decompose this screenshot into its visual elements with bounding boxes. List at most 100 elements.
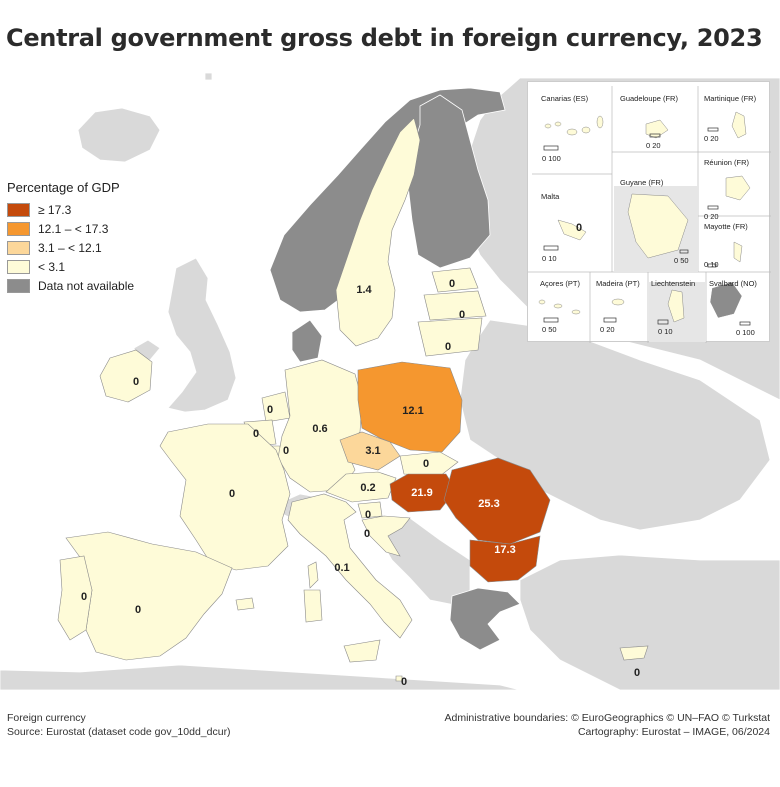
inset-malta-label: Malta [541,192,560,201]
value-germany: 0.6 [312,423,327,435]
footer-cartography: Cartography: Eurostat – IMAGE, 06/2024 [577,726,770,738]
value-italy: 0.1 [334,562,349,574]
footer-source: Source: Eurostat (dataset code gov_10dd_… [7,726,231,738]
legend-label: < 3.1 [38,259,66,274]
sardinia [303,589,323,623]
north-africa [0,664,521,690]
portugal [57,555,93,641]
value-belgium: 0 [253,428,259,440]
value-cyprus: 0 [634,667,640,679]
inset-liechtenstein-scale: 0 10 [658,327,673,336]
inset-guadeloupe-scale: 0 20 [646,141,661,150]
balearics [235,597,255,611]
mayotte-shape [733,241,743,263]
footer-left: Foreign currency Source: Eurostat (datas… [7,711,231,739]
map-title: Central government gross debt in foreign… [6,24,763,52]
inset-reunion-label: Réunion (FR) [704,158,750,167]
footer-note: Foreign currency [7,712,86,724]
inset-acores-label: Açores (PT) [540,279,581,288]
value-luxembourg: 0 [283,445,289,457]
value-poland: 12.1 [402,405,423,417]
romania [443,457,551,545]
value-latvia: 0 [459,309,465,321]
madeira-shape [611,298,625,306]
martinique-shape [731,111,747,139]
corsica [307,561,319,589]
sweden [335,117,421,347]
inset-reunion-scale: 0 20 [704,212,719,221]
legend-item-mid-low: 3.1 – < 12.1 [7,238,134,257]
value-austria: 0.2 [360,482,375,494]
canarias-islands [544,115,604,136]
inset-malta-scale: 0 10 [542,254,557,263]
legend-item-mid-high: 12.1 – < 17.3 [7,219,134,238]
insets-panel: Canarias (ES) 0 100 Guadeloupe (FR) 0 20… [527,81,771,343]
value-slovenia: 0 [365,509,371,521]
denmark [291,319,323,363]
value-portugal: 0 [81,591,87,603]
inset-svalbard-label: Svalbard (NO) [709,279,757,288]
footer-right: Administrative boundaries: © EuroGeograp… [444,711,770,739]
legend-swatch [7,202,30,217]
value-estonia: 0 [449,278,455,290]
malta-shape [557,219,587,241]
value-netherlands: 0 [267,404,273,416]
faroe [204,72,213,81]
turkey [519,554,780,690]
value-ireland: 0 [133,376,139,388]
legend-swatch [7,259,30,274]
austria [325,471,397,503]
legend-label: Data not available [38,278,135,293]
svalbard-shape [709,281,743,319]
inset-canarias-scale: 0 100 [542,154,561,163]
inset-svalbard-scale: 0 100 [736,328,755,337]
legend-label: ≥ 17.3 [38,202,72,217]
value-bulgaria: 17.3 [494,544,515,556]
legend-swatch [7,278,30,293]
inset-guyane-scale: 0 50 [674,256,689,265]
lithuania [417,317,483,357]
malta-main [395,675,403,682]
italy [287,493,413,639]
legend-item-low: < 3.1 [7,257,134,276]
acores-islands [538,299,581,315]
reunion-shape [725,175,751,201]
legend-label: 3.1 – < 12.1 [38,240,102,255]
value-croatia: 0 [364,528,370,540]
legend-swatch [7,221,30,236]
guyane-shape [627,193,689,259]
inset-madeira-scale: 0 20 [600,325,615,334]
value-malta: 0 [401,676,407,688]
legend-swatch [7,240,30,255]
inset-canarias-label: Canarias (ES) [541,94,589,103]
inset-guyane-label: Guyane (FR) [620,178,664,187]
inset-mayotte-label: Mayotte (FR) [704,222,748,231]
ireland [99,349,153,403]
value-sweden: 1.4 [356,284,372,296]
value-lithuania: 0 [445,341,451,353]
latvia [423,290,487,321]
value-france: 0 [229,488,235,500]
value-hungary: 21.9 [411,487,432,499]
inset-liechtenstein-label: Liechtenstein [651,279,696,288]
greece [449,587,521,651]
value-czechia: 3.1 [365,445,380,457]
poland [357,361,463,453]
inset-malta-value: 0 [576,222,583,234]
value-spain: 0 [135,604,141,616]
slovakia [399,451,459,477]
footer-boundaries: Administrative boundaries: © EuroGeograp… [444,712,770,724]
inset-guadeloupe-label: Guadeloupe (FR) [620,94,678,103]
inset-acores-scale: 0 50 [542,325,557,334]
croatia [361,515,411,557]
cyprus [619,645,649,661]
france [159,423,291,571]
great-britain [167,257,237,413]
estonia [431,267,479,293]
bulgaria [469,535,541,583]
inset-mayotte-scale: 0 10 [704,260,719,269]
legend-item-na: Data not available [7,276,134,295]
iceland [77,107,161,163]
value-slovakia: 0 [423,458,429,470]
legend: Percentage of GDP ≥ 17.3 12.1 – < 17.3 3… [7,178,139,297]
